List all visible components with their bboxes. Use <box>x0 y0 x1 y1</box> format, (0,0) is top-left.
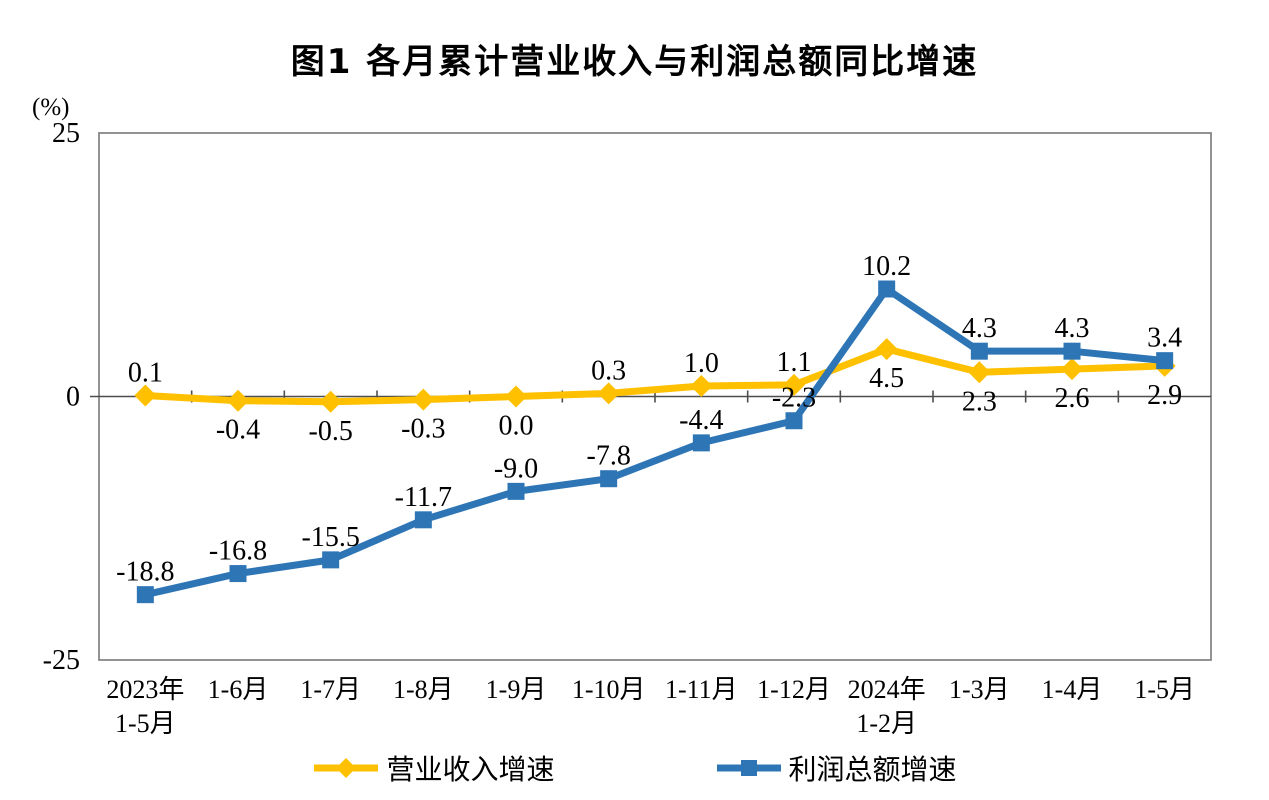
marker-diamond <box>134 384 157 407</box>
marker-diamond <box>783 373 805 396</box>
data-label: -0.5 <box>309 416 353 447</box>
y-tick-label: 0 <box>66 382 80 413</box>
profit-line-square-icon <box>716 760 781 776</box>
marker-diamond <box>875 338 898 361</box>
x-tick-label: 2024年 <box>848 675 926 704</box>
data-label: -4.4 <box>679 405 723 436</box>
marker-square <box>229 565 247 583</box>
x-tick-label: 1-12月 <box>757 675 831 704</box>
y-axis-unit-label: (%) <box>32 94 70 121</box>
marker-square <box>322 551 340 569</box>
data-label: 10.2 <box>862 251 911 282</box>
y-tick-label: -25 <box>43 645 80 676</box>
legend-item-profit: 利润总额增速 <box>715 748 957 788</box>
marker-square <box>878 280 896 298</box>
data-label: -15.5 <box>302 522 360 553</box>
x-tick-label: 1-5月 <box>1134 675 1195 704</box>
marker-square <box>507 482 525 500</box>
y-tick-label: 25 <box>52 118 80 149</box>
marker-square <box>970 342 988 360</box>
data-label: 3.4 <box>1147 323 1182 354</box>
marker-diamond <box>690 374 713 397</box>
marker-square <box>414 511 432 529</box>
x-tick-label: 1-10月 <box>572 675 646 704</box>
x-tick-label: 1-9月 <box>486 675 547 704</box>
marker-diamond <box>412 388 435 411</box>
marker-square <box>136 586 154 604</box>
data-label: -9.0 <box>494 453 538 484</box>
x-tick-label: 2023年 <box>106 675 184 704</box>
data-label: -11.7 <box>395 482 452 513</box>
marker-square <box>1156 352 1174 370</box>
data-label: 2.9 <box>1147 380 1182 411</box>
data-label: -2.3 <box>772 383 816 414</box>
data-label: 0.3 <box>591 355 626 386</box>
series-line <box>141 345 1169 406</box>
x-tick-label: 1-2月 <box>856 709 917 738</box>
legend-label-revenue: 营业收入增速 <box>386 755 555 786</box>
data-label: -16.8 <box>209 536 267 567</box>
marker-diamond <box>968 361 991 384</box>
x-tick-label: 1-8月 <box>393 675 454 704</box>
marker-square <box>600 470 618 488</box>
marker-diamond <box>227 389 249 412</box>
legend-label-profit: 利润总额增速 <box>788 755 957 786</box>
marker-diamond <box>597 382 620 405</box>
data-label: -18.8 <box>116 557 174 588</box>
data-label: 4.3 <box>1055 313 1090 344</box>
x-tick-label: 1-3月 <box>949 675 1010 704</box>
marker-square <box>1063 342 1081 360</box>
data-label: 2.3 <box>962 386 997 417</box>
marker-diamond <box>505 385 527 408</box>
marker-square <box>692 434 710 452</box>
x-tick-label: 1-6月 <box>208 675 269 704</box>
x-tick-label: 1-5月 <box>115 709 176 738</box>
series-line <box>141 285 1169 599</box>
data-label: -0.4 <box>216 415 260 446</box>
revenue-line-diamond-icon <box>314 758 379 778</box>
marker-square <box>785 412 803 430</box>
data-label: -0.3 <box>401 414 445 445</box>
data-label: -7.8 <box>587 441 631 472</box>
data-label: 4.3 <box>962 313 997 344</box>
chart-title: 图1 各月累计营业收入与利润总额同比增速 <box>290 42 979 82</box>
legend: 营业收入增速 利润总额增速 <box>0 748 1269 788</box>
legend-item-revenue: 营业收入增速 <box>312 748 555 788</box>
x-tick-label: 1-11月 <box>665 675 738 704</box>
marker-diamond <box>319 390 342 413</box>
data-label: 4.5 <box>869 363 904 394</box>
x-tick-label: 1-4月 <box>1042 675 1103 704</box>
data-label: 0.0 <box>499 411 534 442</box>
data-label: 1.0 <box>684 348 719 379</box>
data-label: 2.6 <box>1055 383 1090 414</box>
data-label: 1.1 <box>777 347 812 378</box>
marker-diamond <box>1061 358 1083 381</box>
x-tick-label: 1-7月 <box>300 675 361 704</box>
data-label: 0.1 <box>128 357 163 388</box>
